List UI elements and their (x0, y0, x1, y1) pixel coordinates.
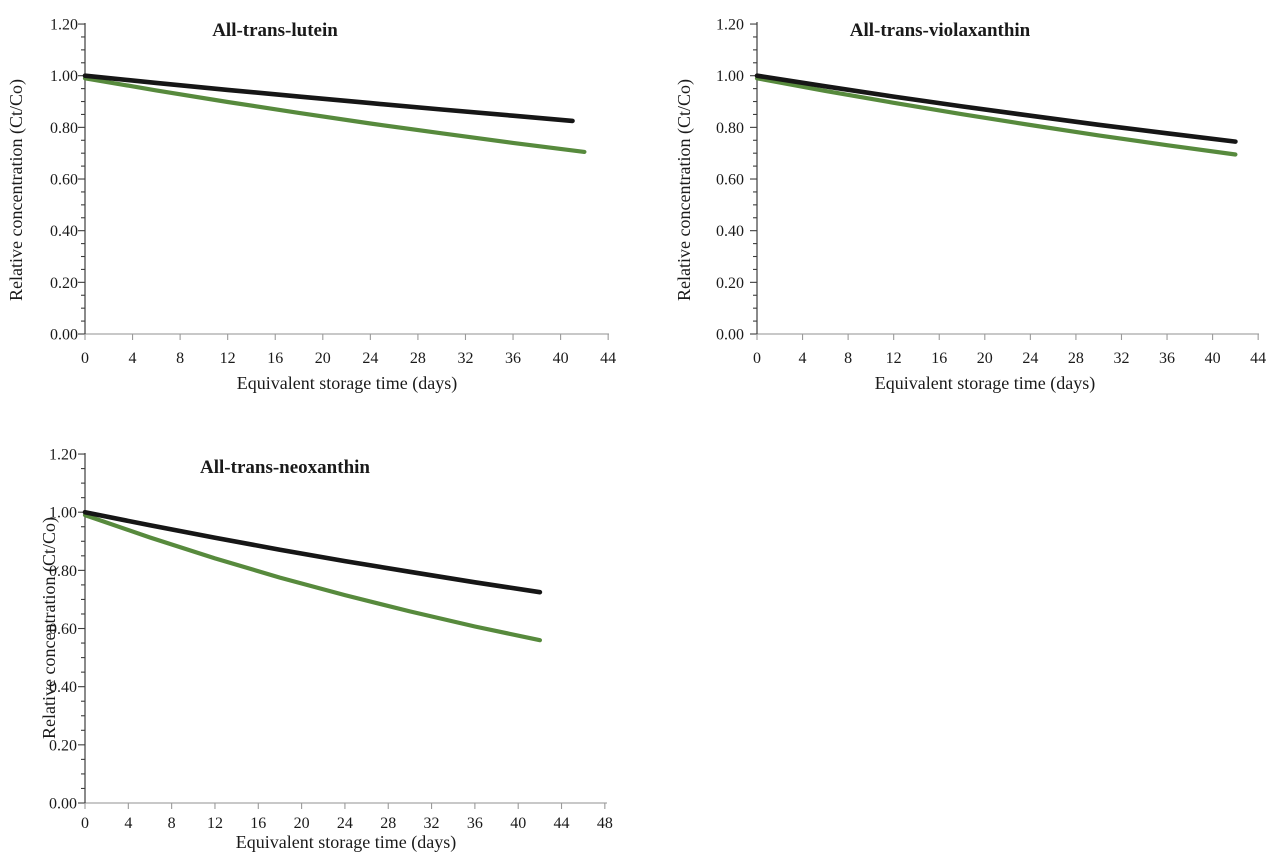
series-line-black (754, 73, 1238, 144)
y-tick-label: 0.00 (716, 327, 744, 344)
chart-title: All-trans-violaxanthin (850, 20, 1031, 41)
y-tick-label: 0.80 (49, 563, 77, 580)
y-tick-label: 1.00 (50, 68, 78, 85)
chart-1: 0.00 0.20 0.40 0.60 0.80 1.00 1.20 0 4 8 12 16 20 24 2… (6, 17, 616, 394)
x-axis-title: Equivalent storage time (days) (236, 832, 456, 853)
x-tick-label: 4 (124, 815, 132, 832)
series-line-green (754, 76, 1238, 157)
x-tick-label: 28 (1068, 350, 1084, 367)
x-tick-label: 0 (753, 350, 761, 367)
x-tick-label: 32 (457, 350, 473, 367)
y-tick-label: 0.60 (716, 172, 744, 189)
y-tick-label: 0.00 (49, 796, 77, 813)
y-tick-label: 1.20 (50, 17, 78, 34)
x-tick-label: 40 (510, 815, 526, 832)
x-tick-label: 48 (597, 815, 613, 832)
series-line-green (82, 76, 587, 154)
x-tick-label: 44 (554, 815, 570, 832)
x-axis-title: Equivalent storage time (days) (237, 373, 457, 394)
series-line-black (82, 73, 575, 124)
x-tick-label: 20 (294, 815, 310, 832)
x-tick-label: 0 (81, 350, 89, 367)
x-tick-label: 8 (176, 350, 184, 367)
chart-title: All-trans-lutein (212, 20, 338, 41)
x-tick-label: 40 (1205, 350, 1221, 367)
series-line-black (82, 509, 543, 595)
x-tick-label: 24 (1022, 350, 1038, 367)
y-tick-label: 0.20 (716, 275, 744, 292)
y-tick-label: 0.40 (50, 223, 78, 240)
x-tick-label: 8 (844, 350, 852, 367)
x-tick-label: 44 (1250, 350, 1266, 367)
x-tick-label: 28 (410, 350, 426, 367)
x-tick-label: 8 (168, 815, 176, 832)
x-tick-label: 24 (337, 815, 353, 832)
x-tick-label: 36 (505, 350, 521, 367)
x-tick-label: 4 (799, 350, 807, 367)
x-axis-title: Equivalent storage time (days) (875, 373, 1095, 394)
x-tick-label: 32 (424, 815, 440, 832)
x-tick-label: 16 (267, 350, 283, 367)
x-tick-label: 20 (977, 350, 993, 367)
y-tick-label: 0.40 (716, 223, 744, 240)
chart-3: 0.000.200.400.600.801.001.200 4 8 12 16 20 24 2… (39, 447, 613, 853)
y-axis-title: Relative concentration (Ct/Co) (6, 79, 27, 301)
y-tick-label: 1.00 (49, 505, 77, 522)
x-tick-label: 0 (81, 815, 89, 832)
x-tick-label: 12 (220, 350, 236, 367)
chart-2: 0.00 0.20 0.40 0.60 0.80 1.00 1.20 0 4 8 12 16 20 24 2… (674, 17, 1266, 394)
x-tick-label: 16 (250, 815, 266, 832)
x-tick-label: 40 (553, 350, 569, 367)
y-tick-label: 0.80 (50, 120, 78, 137)
x-tick-label: 44 (600, 350, 616, 367)
x-tick-label: 12 (886, 350, 902, 367)
y-tick-label: 0.40 (49, 679, 77, 696)
y-tick-label: 0.00 (50, 327, 78, 344)
x-tick-label: 20 (315, 350, 331, 367)
x-tick-label: 36 (467, 815, 483, 832)
y-tick-label: 0.20 (49, 737, 77, 754)
y-axis-title: Relative concentration (Ct/Co) (39, 517, 60, 739)
y-tick-label: 0.60 (50, 172, 78, 189)
chart-title: All-trans-neoxanthin (200, 457, 370, 478)
y-tick-label: 0.80 (716, 120, 744, 137)
y-tick-label: 1.00 (716, 68, 744, 85)
x-tick-label: 28 (380, 815, 396, 832)
y-tick-label: 1.20 (716, 17, 744, 34)
y-axis-title: Relative concentration (Ct/Co) (674, 79, 695, 301)
x-tick-label: 4 (129, 350, 137, 367)
y-tick-label: 1.20 (49, 447, 77, 464)
series-line-green (82, 512, 543, 643)
y-tick-label: 0.20 (50, 275, 78, 292)
x-tick-label: 16 (931, 350, 947, 367)
y-tick-label: 0.60 (49, 621, 77, 638)
x-tick-label: 24 (362, 350, 378, 367)
x-tick-label: 32 (1113, 350, 1129, 367)
x-tick-label: 12 (207, 815, 223, 832)
x-tick-label: 36 (1159, 350, 1175, 367)
